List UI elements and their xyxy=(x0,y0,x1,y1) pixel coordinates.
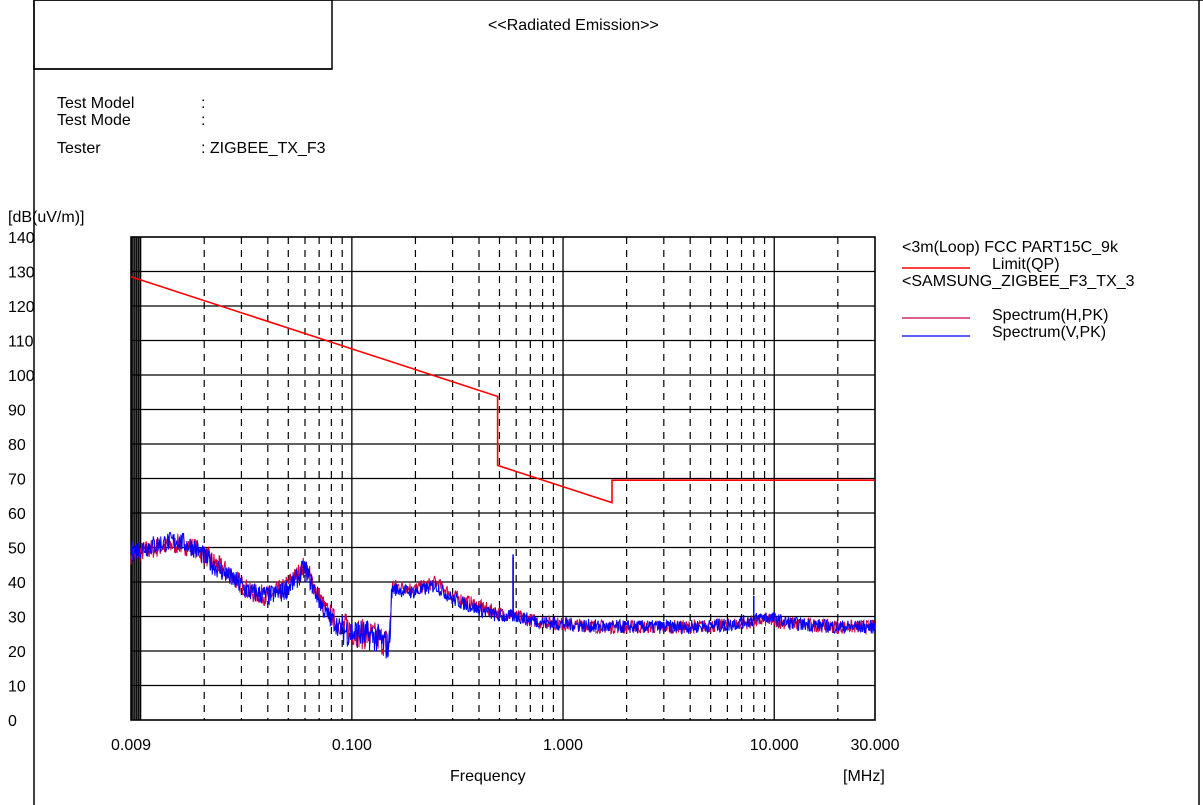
y-axis-label: [dB(uV/m)] xyxy=(8,209,85,226)
y-tick-label: 60 xyxy=(8,506,26,523)
emission-chart: 0 10 20 30 40 50 60 70 80 90 100 110 120 130 140 0.009 0… xyxy=(8,230,970,754)
limit-line xyxy=(130,275,875,504)
field-tester-label: Tester xyxy=(57,140,101,157)
y-tick-label: 100 xyxy=(8,368,35,385)
page-border xyxy=(33,0,1203,805)
y-tick-label: 130 xyxy=(8,265,35,282)
x-tick-label: 30.000 xyxy=(851,737,900,754)
spectrum-trace-v xyxy=(130,531,876,659)
x-axis-unit: [MHz] xyxy=(843,768,885,785)
y-tick-label: 80 xyxy=(8,437,26,454)
y-tick-label: 90 xyxy=(8,403,26,420)
legend-label-h: Spectrum(H,PK) xyxy=(992,307,1109,324)
legend-header-limit: <3m(Loop) FCC PART15C_9k xyxy=(902,239,1118,256)
y-tick-label: 0 xyxy=(8,713,17,730)
field-test-mode-label: Test Mode xyxy=(57,112,131,129)
y-tick-label: 30 xyxy=(8,610,26,627)
x-tick-label: 0.100 xyxy=(332,737,372,754)
field-test-model-value: : xyxy=(201,95,206,112)
y-tick-label: 70 xyxy=(8,472,26,489)
header-box xyxy=(33,0,333,70)
y-tick-label: 40 xyxy=(8,575,26,592)
spectrum-trace-h xyxy=(130,533,876,656)
y-tick-label: 10 xyxy=(8,679,26,696)
x-tick-label: 1.000 xyxy=(543,737,583,754)
field-test-mode-value: : xyxy=(201,112,206,129)
x-tick-label: 10.000 xyxy=(750,737,799,754)
legend-header-spectrum: <SAMSUNG_ZIGBEE_F3_TX_3 xyxy=(902,273,1135,290)
field-test-model-label: Test Model xyxy=(57,95,135,112)
y-tick-label: 20 xyxy=(8,644,26,661)
plot-border xyxy=(130,236,876,721)
y-tick-label: 140 xyxy=(8,230,35,247)
x-axis-label: Frequency xyxy=(450,768,526,785)
report-title: <<Radiated Emission>> xyxy=(488,17,659,34)
x-tick-label: 0.009 xyxy=(111,737,151,754)
y-tick-label: 110 xyxy=(8,334,34,351)
legend-label-v: Spectrum(V,PK) xyxy=(992,324,1107,341)
field-tester-value: : ZIGBEE_TX_F3 xyxy=(201,140,326,157)
y-tick-label: 50 xyxy=(8,541,26,558)
y-tick-label: 120 xyxy=(8,299,35,316)
legend-label-limit: Limit(QP) xyxy=(992,256,1060,273)
